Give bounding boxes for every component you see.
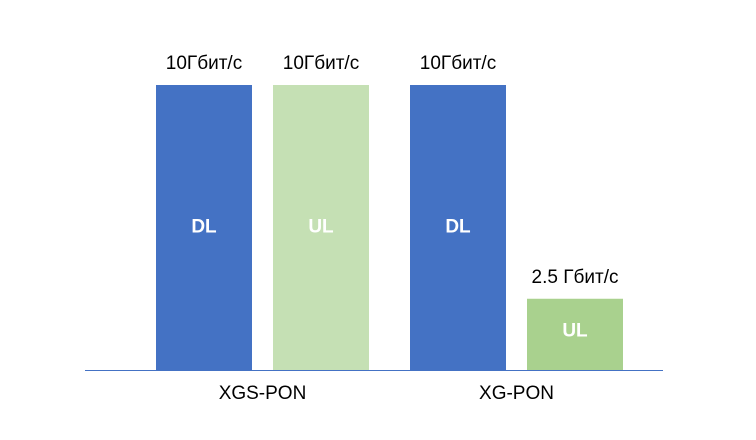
value-label: 2.5 Гбит/с <box>532 267 619 288</box>
bar <box>156 85 252 370</box>
bar-label: DL <box>191 217 217 238</box>
bar-label: UL <box>308 217 334 238</box>
bar <box>273 85 369 370</box>
value-label: 10Гбит/с <box>420 53 496 74</box>
x-tick-label: XG-PON <box>479 383 554 404</box>
bar-label: UL <box>562 320 588 341</box>
bar <box>527 298 623 370</box>
x-tick-label: XGS-PON <box>219 383 307 404</box>
value-label: 10Гбит/с <box>166 53 242 74</box>
bar-label: DL <box>445 217 471 238</box>
bar <box>410 85 506 370</box>
value-label: 10Гбит/с <box>283 53 359 74</box>
